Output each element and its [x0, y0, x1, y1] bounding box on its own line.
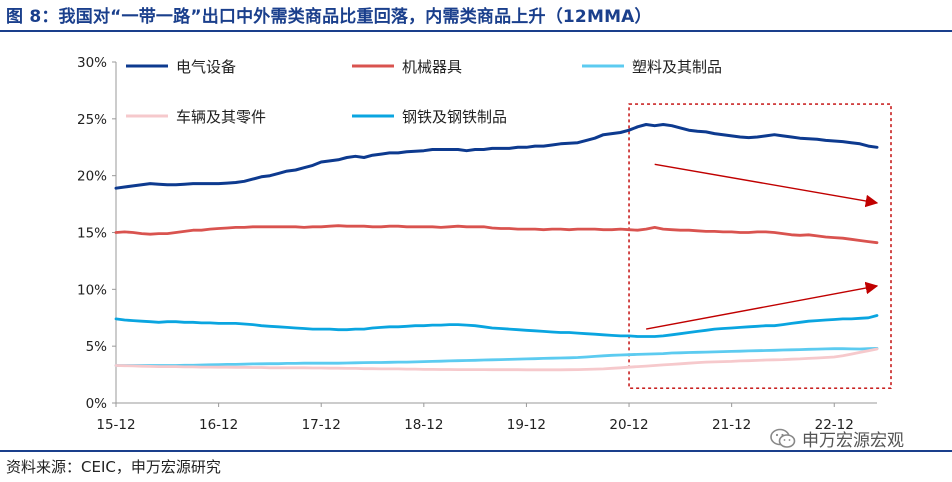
legend-label: 机械器具	[402, 58, 462, 76]
highlight-box	[628, 103, 892, 389]
series-line	[114, 314, 879, 338]
legend-label: 塑料及其制品	[632, 58, 722, 76]
trend-arrow-down	[654, 163, 879, 208]
legend-label: 钢铁及钢铁制品	[402, 108, 507, 126]
x-tick-label: 17-12	[302, 417, 341, 433]
title-rule	[0, 30, 952, 32]
watermark-text: 申万宏源宏观	[802, 431, 904, 451]
y-tick-label: 5%	[86, 339, 108, 355]
x-tick-label: 15-12	[96, 417, 135, 433]
y-tick-label: 10%	[77, 282, 107, 298]
source-note: 资料来源：CEIC，申万宏源研究	[6, 458, 221, 476]
legend-label: 电气设备	[176, 58, 236, 76]
trend-arrow-up	[646, 281, 879, 330]
annotation-layer	[628, 103, 892, 389]
x-tick-label: 22-12	[815, 417, 854, 433]
x-tick-label: 21-12	[712, 417, 751, 433]
x-tick-label: 19-12	[507, 417, 546, 433]
watermark: 申万宏源宏观	[770, 426, 904, 451]
y-tick-label: 25%	[77, 112, 107, 128]
y-tick-label: 15%	[77, 226, 107, 242]
y-tick-label: 0%	[86, 396, 108, 412]
series-line	[114, 224, 879, 245]
y-tick-label: 30%	[77, 55, 107, 71]
x-tick-label: 18-12	[404, 417, 443, 433]
series-line	[114, 346, 879, 367]
figure-title: 图 8：我国对“一带一路”出口中外需类商品比重回落，内需类商品上升（12MMA）	[6, 7, 652, 27]
series-line	[114, 123, 879, 190]
y-tick-label: 20%	[77, 169, 107, 185]
wechat-icon	[770, 428, 796, 448]
source-rule	[0, 450, 952, 452]
axes: 0% 5% 10% 15% 20% 25% 30% 15-12 16-12 17-12 18-12 1…	[77, 55, 877, 433]
series-line	[114, 347, 879, 372]
x-tick-label: 20-12	[609, 417, 648, 433]
x-tick-label: 16-12	[199, 417, 238, 433]
legend-label: 车辆及其零件	[176, 108, 266, 126]
series-lines	[114, 123, 879, 372]
